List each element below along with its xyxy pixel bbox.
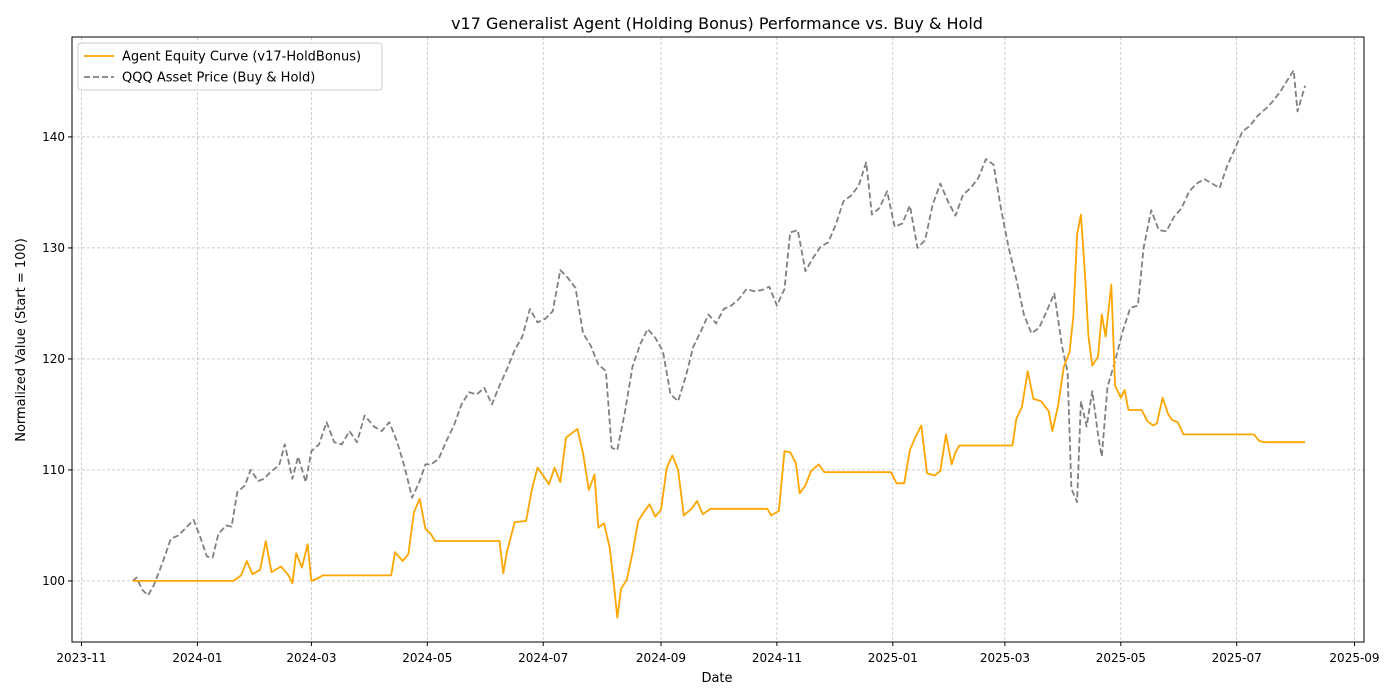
y-tick-label: 140 [42,130,65,144]
grid-lines [72,37,1364,642]
x-tick-label: 2025-07 [1212,651,1262,665]
y-tick-label: 120 [42,352,65,366]
x-tick-label: 2025-09 [1329,651,1379,665]
series-line-agent-equity [132,213,1306,619]
legend: Agent Equity Curve (v17-HoldBonus) QQQ A… [77,42,383,91]
legend-label-agent: Agent Equity Curve (v17-HoldBonus) [122,50,361,65]
legend-frame [77,42,383,91]
x-tick-label: 2024-11 [752,651,802,665]
x-axis-title: Date [701,671,732,686]
y-tick-label: 110 [42,463,65,477]
plot-area-frame [71,36,1365,643]
x-tick-label: 2024-03 [286,651,336,665]
x-tick-label: 2025-05 [1096,651,1146,665]
x-tick-label: 2024-07 [518,651,568,665]
axis-ticks: 2023-11 2024-01 2024-03 2024-05 2024-07 2024-… [42,130,1379,665]
x-tick-label: 2025-03 [980,651,1030,665]
chart-title: v17 Generalist Agent (Holding Bonus) Per… [451,14,983,33]
y-tick-label: 130 [42,241,65,255]
series-layer [132,69,1306,619]
y-tick-label: 100 [42,574,65,588]
x-tick-label: 2024-09 [636,651,686,665]
x-tick-label: 2024-05 [402,651,452,665]
legend-label-qqq: QQQ Asset Price (Buy & Hold) [122,71,315,86]
y-axis-title: Normalized Value (Start = 100) [14,238,29,442]
x-tick-label: 2025-01 [868,651,918,665]
series-line-qqq-price [132,69,1306,597]
x-tick-label: 2023-11 [56,651,106,665]
x-tick-label: 2024-01 [172,651,222,665]
